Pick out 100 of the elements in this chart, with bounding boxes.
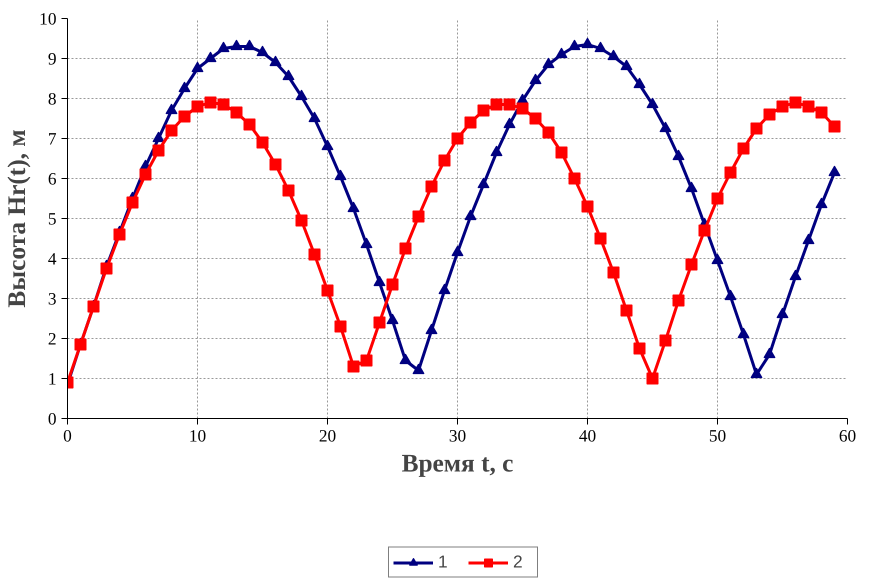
x-tick-label: 10 xyxy=(188,426,206,446)
point xyxy=(348,360,360,372)
point xyxy=(334,320,346,332)
point xyxy=(802,100,814,112)
point xyxy=(672,150,684,160)
point xyxy=(660,334,672,346)
point xyxy=(140,168,152,180)
point xyxy=(296,214,308,226)
point xyxy=(360,354,372,366)
point xyxy=(230,40,242,50)
legend-label: 2 xyxy=(513,552,524,573)
point xyxy=(750,368,762,378)
y-tick-label: 4 xyxy=(48,250,57,268)
point xyxy=(490,146,502,156)
y-tick-label: 9 xyxy=(48,50,57,68)
point xyxy=(724,166,736,178)
x-tick-label: 20 xyxy=(318,426,336,446)
x-tick-label: 50 xyxy=(708,426,726,446)
point xyxy=(542,126,554,138)
point xyxy=(192,100,204,112)
y-tick-label: 0 xyxy=(48,410,57,428)
point xyxy=(646,372,658,384)
point xyxy=(152,144,164,156)
point xyxy=(270,158,282,170)
point xyxy=(504,98,516,110)
point xyxy=(764,348,776,358)
point xyxy=(816,106,828,118)
point xyxy=(620,304,632,316)
point xyxy=(452,132,464,144)
point xyxy=(764,108,776,120)
point xyxy=(646,98,658,108)
y-tick-label: 2 xyxy=(48,330,57,348)
point xyxy=(724,290,736,300)
point xyxy=(504,118,516,128)
point xyxy=(516,102,528,114)
point xyxy=(828,166,840,176)
point xyxy=(374,316,386,328)
point xyxy=(322,140,334,150)
point xyxy=(594,232,606,244)
point xyxy=(776,100,788,112)
point xyxy=(672,294,684,306)
point xyxy=(270,56,282,66)
point xyxy=(464,116,476,128)
point xyxy=(686,182,698,192)
y-axis-title: Высота Hr(t), м xyxy=(3,129,32,308)
point xyxy=(400,354,412,364)
point xyxy=(114,228,126,240)
point xyxy=(166,104,178,114)
point xyxy=(426,180,438,192)
point xyxy=(608,50,620,60)
y-tick-label: 10 xyxy=(39,10,56,28)
point xyxy=(738,142,750,154)
point xyxy=(438,154,450,166)
point xyxy=(568,172,580,184)
point xyxy=(386,278,398,290)
point xyxy=(828,120,840,132)
point xyxy=(166,124,178,136)
point xyxy=(308,112,320,122)
point xyxy=(608,266,620,278)
point xyxy=(556,146,568,158)
point xyxy=(594,42,606,52)
y-tick-label: 3 xyxy=(48,290,57,308)
point xyxy=(464,210,476,220)
point xyxy=(386,314,398,324)
point xyxy=(178,82,190,92)
point xyxy=(490,98,502,110)
point xyxy=(478,104,490,116)
x-axis-title: Время t, с xyxy=(402,450,514,478)
point xyxy=(360,238,372,248)
point xyxy=(712,254,724,264)
point xyxy=(568,40,580,50)
point xyxy=(750,122,762,134)
point xyxy=(712,192,724,204)
point xyxy=(412,364,424,374)
point xyxy=(816,198,828,208)
y-tick-label: 7 xyxy=(48,130,57,148)
x-tick-label: 40 xyxy=(578,426,596,446)
point xyxy=(204,52,216,62)
point xyxy=(348,202,360,212)
point xyxy=(230,106,242,118)
point xyxy=(738,328,750,338)
point xyxy=(152,132,164,142)
point xyxy=(530,74,542,84)
point xyxy=(634,78,646,88)
point xyxy=(204,96,216,108)
point xyxy=(256,136,268,148)
point xyxy=(556,48,568,58)
point xyxy=(686,258,698,270)
point xyxy=(322,284,334,296)
point xyxy=(620,60,632,70)
point xyxy=(308,248,320,260)
point xyxy=(790,270,802,280)
x-tick-label: 30 xyxy=(448,426,466,446)
x-tick-label: 0 xyxy=(63,426,72,446)
point xyxy=(374,276,386,286)
point xyxy=(582,200,594,212)
point xyxy=(282,70,294,80)
y-tick-label: 8 xyxy=(48,90,57,108)
point xyxy=(400,242,412,254)
point xyxy=(542,58,554,68)
